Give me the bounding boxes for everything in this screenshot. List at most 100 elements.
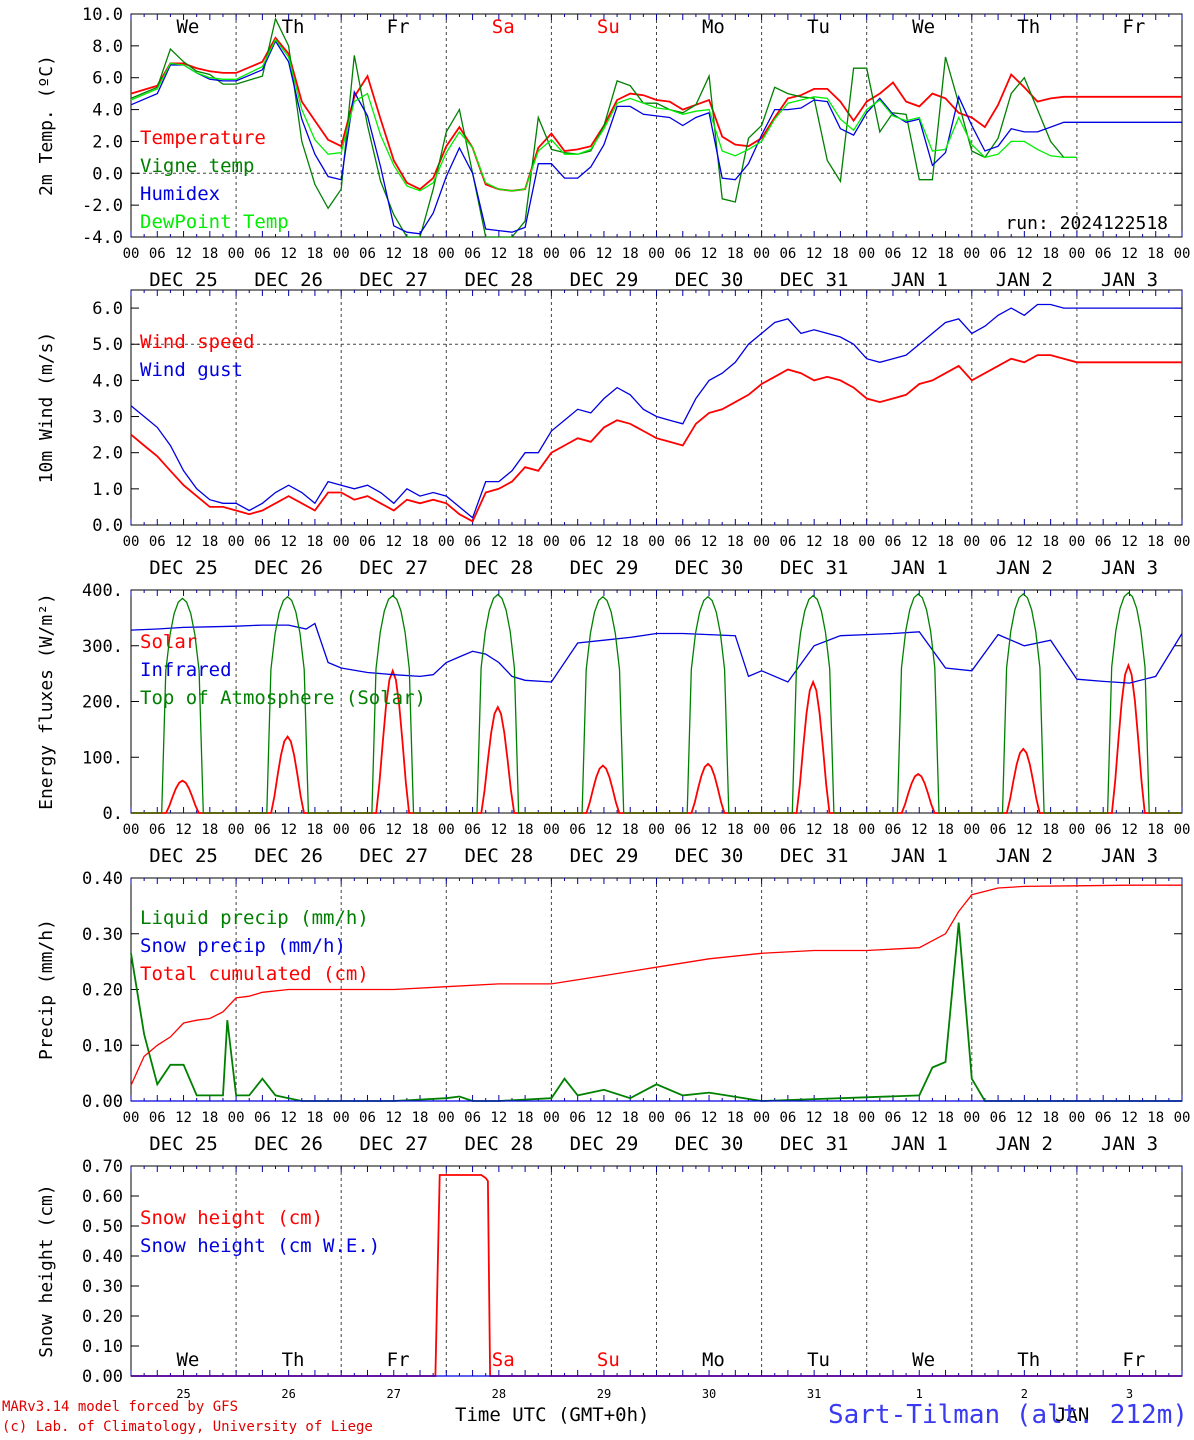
hour-tick-label: 06 — [569, 1110, 586, 1126]
weekday-label: Th — [282, 1349, 305, 1371]
day-label: DEC 27 — [359, 269, 428, 291]
series-line — [130, 884, 1182, 1086]
hour-tick-label: 18 — [622, 1110, 639, 1126]
hour-tick-label: 12 — [911, 822, 928, 838]
hour-tick-label: 00 — [228, 246, 245, 262]
hour-tick-label: 06 — [254, 534, 271, 550]
hour-tick-label: 00 — [333, 822, 350, 838]
weekday-label: Fr — [1122, 1349, 1145, 1371]
day-number-label: 29 — [597, 1387, 611, 1401]
hour-tick-label: 06 — [674, 822, 691, 838]
hour-tick-label: 00 — [438, 1110, 455, 1126]
hour-tick-label: 12 — [385, 1110, 402, 1126]
hour-tick-label: 00 — [1068, 534, 1085, 550]
hour-tick-label: 06 — [990, 246, 1007, 262]
hour-tick-label: 00 — [858, 822, 875, 838]
day-label: JAN 3 — [1101, 1133, 1158, 1155]
hour-tick-label: 18 — [937, 822, 954, 838]
weekday-label: Tu — [807, 1349, 830, 1371]
hour-tick-label: 12 — [175, 1110, 192, 1126]
y-tick-label: 0.20 — [82, 981, 123, 1001]
y-tick-label: 300. — [82, 637, 123, 657]
hour-tick-label: 00 — [1174, 822, 1191, 838]
day-label: DEC 30 — [675, 1133, 744, 1155]
hour-tick-label: 06 — [464, 822, 481, 838]
hour-tick-label: 18 — [727, 1110, 744, 1126]
hour-tick-label: 18 — [306, 246, 323, 262]
hour-tick-label: 12 — [806, 534, 823, 550]
day-label: DEC 26 — [254, 845, 323, 867]
hour-tick-label: 12 — [1121, 534, 1138, 550]
y-tick-label: 8.0 — [92, 37, 123, 57]
weekday-label: We — [912, 16, 935, 38]
day-label: DEC 29 — [570, 269, 639, 291]
hour-tick-label: 06 — [885, 1110, 902, 1126]
day-label: JAN 2 — [996, 1133, 1053, 1155]
hour-tick-label: 12 — [1121, 246, 1138, 262]
credit-model: MARv3.14 model forced by GFS — [2, 1399, 239, 1415]
hour-tick-label: 00 — [648, 822, 665, 838]
hour-tick-label: 12 — [385, 822, 402, 838]
hour-tick-label: 00 — [648, 1110, 665, 1126]
hour-tick-label: 06 — [779, 246, 796, 262]
hour-tick-label: 18 — [412, 534, 429, 550]
hour-tick-label: 06 — [569, 534, 586, 550]
hour-tick-label: 18 — [622, 246, 639, 262]
y-tick-label: 4.0 — [92, 371, 123, 391]
day-label: JAN 3 — [1101, 269, 1158, 291]
hour-tick-label: 18 — [1147, 246, 1164, 262]
series-line — [131, 591, 1182, 814]
day-number-label: 28 — [492, 1387, 506, 1401]
weekday-label: We — [176, 1349, 199, 1371]
hour-tick-label: 00 — [228, 822, 245, 838]
hour-tick-label: 12 — [490, 1110, 507, 1126]
hour-tick-label: 12 — [1016, 1110, 1033, 1126]
hour-tick-label: 18 — [727, 822, 744, 838]
hour-tick-label: 00 — [963, 822, 980, 838]
day-label: DEC 25 — [149, 1133, 218, 1155]
hour-tick-label: 00 — [648, 246, 665, 262]
credit-lab: (c) Lab. of Climatology, University of L… — [2, 1419, 373, 1435]
hour-tick-label: 00 — [858, 246, 875, 262]
day-label: JAN 1 — [891, 845, 948, 867]
hour-tick-label: 18 — [1042, 822, 1059, 838]
hour-tick-label: 00 — [438, 534, 455, 550]
hour-tick-label: 06 — [674, 1110, 691, 1126]
weekday-label: Sa — [492, 1349, 515, 1371]
y-tick-label: 0.20 — [82, 1307, 123, 1327]
weekday-label: Th — [1017, 1349, 1040, 1371]
hour-tick-label: 00 — [963, 534, 980, 550]
series-line — [130, 39, 1182, 235]
hour-tick-label: 18 — [1042, 1110, 1059, 1126]
day-label: DEC 31 — [780, 845, 849, 867]
hour-tick-label: 18 — [306, 822, 323, 838]
hour-tick-label: 00 — [753, 246, 770, 262]
hour-tick-label: 12 — [806, 246, 823, 262]
day-number-label: 26 — [281, 1387, 295, 1401]
hour-tick-label: 18 — [412, 1110, 429, 1126]
hour-tick-label: 18 — [201, 246, 218, 262]
hour-tick-label: 06 — [569, 246, 586, 262]
hour-tick-label: 18 — [832, 246, 849, 262]
legend-entry: Wind speed — [140, 331, 254, 353]
y-tick-label: 200. — [82, 693, 123, 713]
hour-tick-label: 06 — [254, 1110, 271, 1126]
legend-entry: Snow height (cm W.E.) — [140, 1235, 380, 1257]
day-label: DEC 31 — [780, 557, 849, 579]
hour-tick-label: 00 — [1068, 822, 1085, 838]
weekday-label: Su — [597, 1349, 620, 1371]
day-label: DEC 30 — [675, 557, 744, 579]
day-number-label: 3 — [1126, 1387, 1133, 1401]
series-line — [131, 1174, 1182, 1377]
hour-tick-label: 18 — [1147, 534, 1164, 550]
hour-tick-label: 18 — [201, 1110, 218, 1126]
hour-tick-label: 00 — [963, 1110, 980, 1126]
y-tick-label: 400. — [82, 581, 123, 601]
hour-tick-label: 06 — [885, 534, 902, 550]
y-tick-label: 0.30 — [82, 925, 123, 945]
hour-tick-label: 12 — [280, 1110, 297, 1126]
station-title: Sart-Tilman (alt. 212m) — [827, 1400, 1188, 1430]
hour-tick-label: 06 — [779, 1110, 796, 1126]
weekday-label: Tu — [807, 16, 830, 38]
day-label: DEC 28 — [465, 269, 534, 291]
